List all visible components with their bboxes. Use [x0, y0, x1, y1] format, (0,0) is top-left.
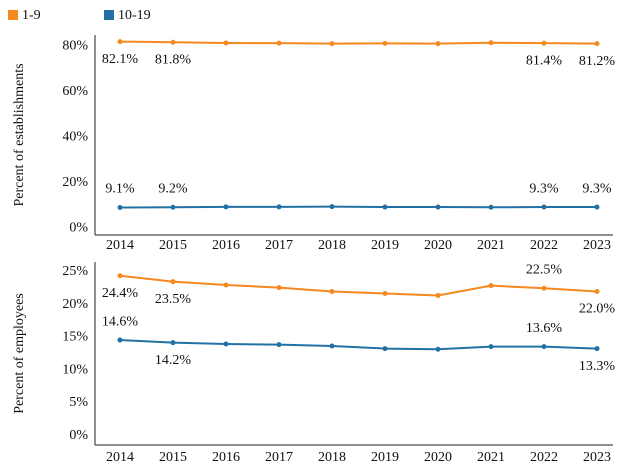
x-tick-label: 2023: [583, 238, 611, 253]
point: [276, 342, 282, 348]
x-tick-label: 2019: [371, 450, 399, 465]
point: [329, 343, 335, 349]
legend-label: 10-19: [118, 8, 151, 23]
y-tick-label: 10%: [62, 362, 88, 377]
y-tick-label: 20%: [62, 297, 88, 312]
point: [594, 41, 600, 47]
series-line: [119, 205, 597, 209]
y-tick-label: 5%: [69, 395, 88, 410]
point: [117, 205, 123, 210]
point: [117, 337, 123, 343]
x-tick-label: 2021: [477, 450, 505, 465]
y-tick-label: 40%: [62, 129, 88, 144]
data-label: 22.5%: [526, 262, 563, 277]
data-label: 13.3%: [579, 359, 616, 374]
series-line: [119, 40, 598, 45]
point: [170, 39, 176, 45]
x-tick-label: 2019: [371, 238, 399, 253]
y-tick-label: 15%: [62, 330, 88, 345]
x-tick-label: 2016: [212, 450, 240, 465]
legend-label: 1-9: [22, 8, 41, 23]
series-line: [119, 339, 598, 351]
point: [170, 340, 176, 346]
x-tick-label: 2014: [106, 238, 134, 253]
x-tick-label: 2017: [265, 450, 293, 465]
x-tick-label: 2017: [265, 238, 293, 253]
point: [276, 285, 282, 291]
x-tick-label: 2020: [424, 238, 452, 253]
point: [117, 273, 123, 279]
point: [594, 204, 600, 210]
point: [488, 40, 494, 46]
data-label: 22.0%: [579, 302, 616, 317]
data-label: 9.3%: [529, 181, 559, 196]
point: [382, 290, 388, 296]
point: [382, 40, 388, 46]
point: [541, 285, 547, 291]
point: [541, 40, 547, 46]
point: [594, 346, 600, 352]
y-tick-label: 25%: [62, 264, 88, 279]
y-axis-label: Percent of employees: [12, 293, 27, 414]
y-tick-label: 80%: [62, 39, 88, 54]
data-label: 81.4%: [526, 53, 563, 68]
point: [223, 282, 229, 288]
x-tick-label: 2023: [583, 450, 611, 465]
point: [276, 204, 282, 210]
series-line: [119, 274, 598, 297]
data-label: 14.6%: [102, 314, 139, 329]
data-label: 9.1%: [105, 182, 135, 197]
point: [541, 344, 547, 350]
point: [329, 41, 335, 47]
point: [223, 40, 229, 46]
data-label: 14.2%: [155, 353, 192, 368]
x-tick-label: 2016: [212, 238, 240, 253]
point: [223, 341, 229, 347]
data-label: 9.2%: [158, 181, 188, 196]
point: [541, 204, 547, 210]
x-tick-label: 2015: [159, 238, 187, 253]
point: [435, 204, 441, 210]
x-tick-label: 2022: [530, 238, 558, 253]
x-tick-label: 2022: [530, 450, 558, 465]
y-tick-label: 0%: [69, 428, 88, 443]
data-label: 9.3%: [582, 181, 612, 196]
point: [329, 204, 335, 210]
legend-swatch: [104, 10, 114, 20]
x-tick-label: 2018: [318, 238, 346, 253]
data-label: 13.6%: [526, 321, 563, 336]
data-label: 82.1%: [102, 52, 139, 67]
point: [488, 283, 494, 289]
point: [170, 279, 176, 285]
point: [329, 289, 335, 295]
point: [276, 40, 282, 46]
point: [488, 344, 494, 350]
y-tick-label: 0%: [69, 220, 88, 235]
y-tick-label: 60%: [62, 84, 88, 99]
point: [435, 346, 441, 352]
x-tick-label: 2018: [318, 450, 346, 465]
point: [382, 346, 388, 352]
point: [382, 204, 388, 210]
point: [117, 39, 123, 45]
legend-swatch: [8, 10, 18, 20]
x-tick-label: 2014: [106, 450, 134, 465]
point: [170, 204, 176, 210]
data-label: 81.2%: [579, 54, 616, 69]
x-tick-label: 2015: [159, 450, 187, 465]
y-axis-label: Percent of establishments: [12, 63, 27, 206]
x-tick-label: 2020: [424, 450, 452, 465]
point: [435, 292, 441, 298]
y-tick-label: 20%: [62, 175, 88, 190]
data-label: 23.5%: [155, 292, 192, 307]
data-label: 81.8%: [155, 52, 192, 67]
data-label: 24.4%: [102, 286, 139, 301]
point: [223, 204, 229, 210]
point: [488, 204, 494, 210]
x-tick-label: 2021: [477, 238, 505, 253]
point: [435, 41, 441, 47]
point: [594, 289, 600, 295]
